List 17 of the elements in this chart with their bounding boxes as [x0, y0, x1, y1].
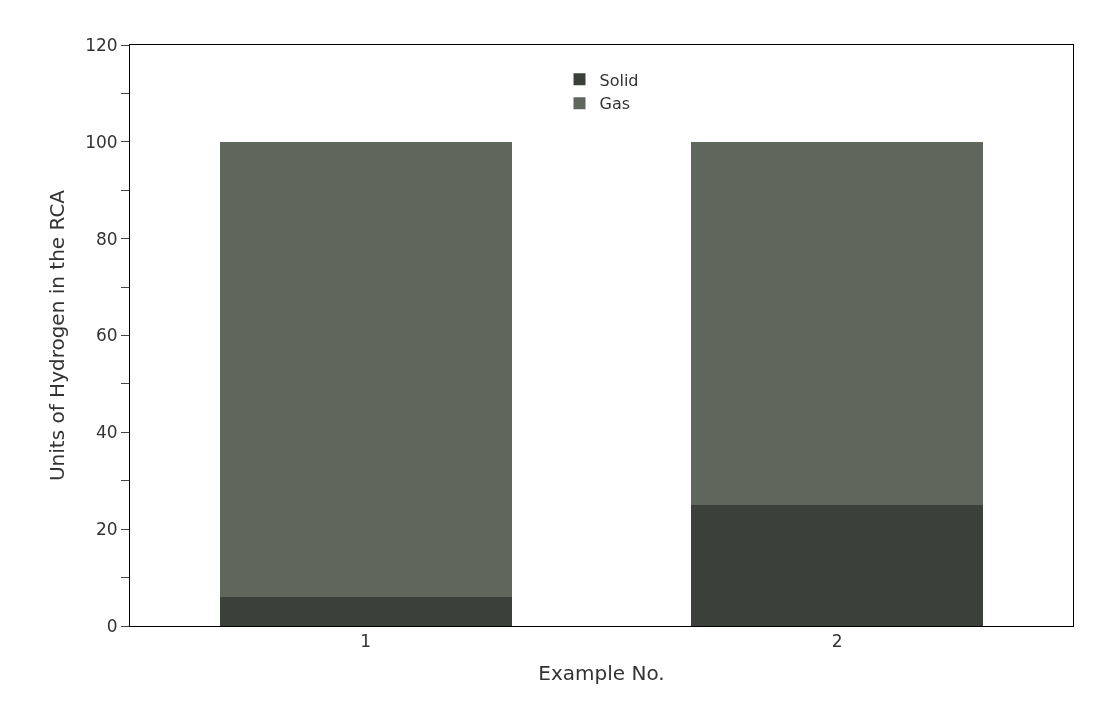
legend-label: Gas: [599, 94, 631, 114]
y-axis-title: Units of Hydrogen in the RCA: [44, 189, 69, 482]
bar: [691, 141, 984, 505]
bar: [219, 141, 512, 597]
x-axis-title: Example No.: [538, 660, 665, 685]
y-tick-label: 80: [95, 228, 118, 249]
bar: [219, 596, 512, 626]
x-tick-label: 1: [360, 631, 372, 652]
y-tick-label: 0: [106, 615, 118, 636]
x-tick-label: 2: [831, 631, 843, 652]
y-tick-label: 40: [95, 422, 118, 443]
y-tick-label: 60: [95, 325, 118, 346]
y-tick-label: 100: [85, 131, 118, 152]
y-tick-label: 20: [95, 519, 118, 540]
y-tick-label: 120: [85, 34, 118, 55]
bar: [691, 504, 984, 626]
legend-label: Solid: [599, 70, 639, 90]
